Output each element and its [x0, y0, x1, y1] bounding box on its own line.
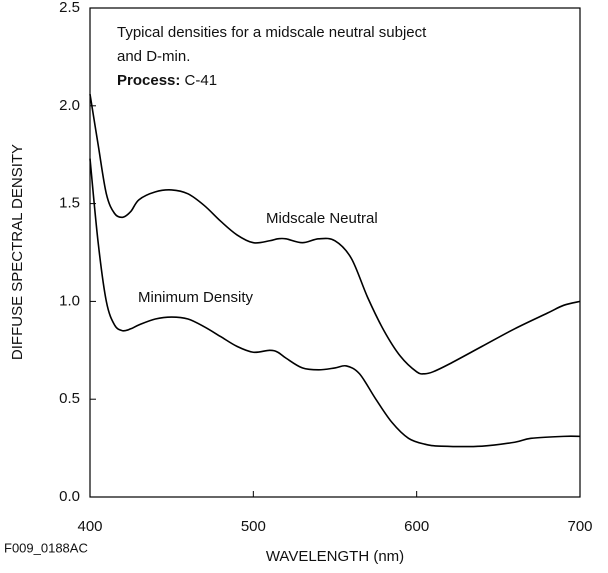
process: C-41 — [185, 72, 218, 89]
y-tick-label: 0.0 — [59, 488, 80, 505]
y-tick-label: 1.0 — [59, 292, 80, 309]
y-tick-label: 0.5 — [59, 390, 80, 407]
figure-id: F009_0188AC — [4, 540, 88, 555]
y-tick-label: 2.5 — [59, 0, 80, 16]
series-line — [89, 93, 581, 375]
series-line — [89, 158, 581, 448]
process-label: Process: — [117, 72, 180, 89]
plot-frame — [89, 7, 581, 498]
x-tick-label: 600 — [404, 518, 429, 535]
x-axis-label: WAVELENGTH (nm) — [266, 548, 404, 565]
annotation: and D-min. — [117, 48, 190, 65]
y-tick-label: 2.0 — [59, 97, 80, 114]
y-tick-label: 1.5 — [59, 195, 80, 212]
x-tick-label: 500 — [241, 518, 266, 535]
series-label: Minimum Density — [138, 289, 254, 306]
x-tick-label: 700 — [567, 518, 592, 535]
annotation: Process: C-41 — [117, 72, 217, 89]
x-tick-label: 400 — [77, 518, 102, 535]
series-label: Midscale Neutral — [266, 210, 378, 227]
y-axis-label: DIFFUSE SPECTRAL DENSITY — [9, 144, 26, 360]
annotation: Typical densities for a midscale neutral… — [117, 24, 427, 41]
